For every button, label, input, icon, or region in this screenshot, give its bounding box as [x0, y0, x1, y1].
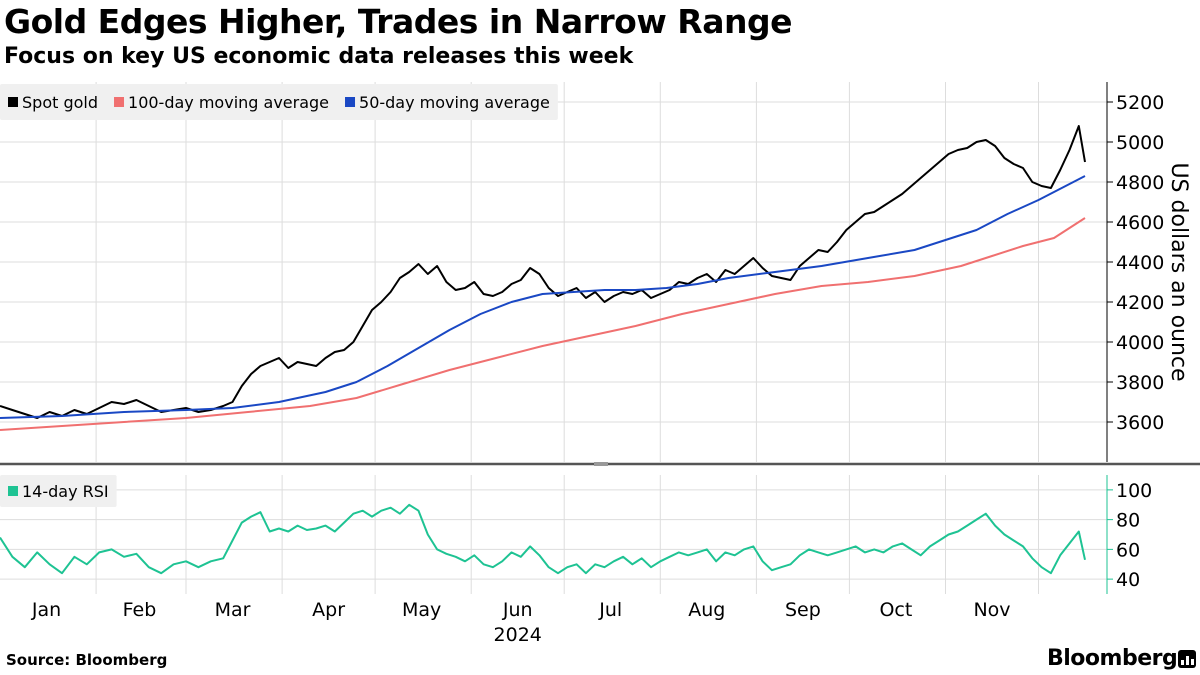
legend-swatch: [8, 97, 18, 107]
y-tick-label-main: 4000: [1116, 332, 1164, 354]
axes: 3600 3800 4000 4200 4400 4600 4800 5000 5200 40 60…: [31, 82, 1191, 646]
y-tick-label-main: 4400: [1116, 252, 1164, 274]
legend-label: 50-day moving average: [359, 93, 550, 112]
y-axis-title: US dollars an ounce: [1166, 162, 1191, 381]
x-tick-label: May: [402, 599, 441, 621]
y-tick-label-main: 5200: [1116, 92, 1164, 114]
y-tick-label-main: 4600: [1116, 212, 1164, 234]
series-50-day-moving-average: [0, 175, 1086, 419]
y-tick-label-main: 4800: [1116, 172, 1164, 194]
legend-label: 100-day moving average: [128, 93, 329, 112]
series-14-day-rsi: [0, 503, 1086, 575]
bloomberg-terminal-icon: [1178, 650, 1196, 668]
y-tick-label-main: 3600: [1116, 412, 1164, 434]
source-note: Source: Bloomberg: [6, 651, 168, 669]
series-100-day-moving-average: [0, 217, 1086, 431]
y-tick-label-rsi: 80: [1116, 510, 1140, 532]
chart-subtitle: Focus on key US economic data releases t…: [4, 44, 634, 69]
legend-swatch: [114, 97, 125, 107]
x-tick-label: Nov: [973, 599, 1010, 621]
x-tick-label: Jun: [502, 599, 533, 621]
x-tick-label: Aug: [688, 599, 725, 621]
x-tick-label: Jan: [31, 599, 61, 621]
bloomberg-logo: Bloomberg: [1047, 646, 1178, 671]
x-tick-label: Feb: [123, 599, 157, 621]
x-axis-year: 2024: [494, 624, 542, 646]
x-tick-label: Apr: [312, 599, 345, 621]
panel-resize-handle: [594, 462, 608, 466]
series-spot-gold: [0, 125, 1086, 419]
series-lines: [0, 125, 1086, 575]
x-tick-label: Mar: [215, 599, 251, 621]
y-tick-label-main: 4200: [1116, 292, 1164, 314]
legend-background: [0, 84, 558, 120]
chart-title: Gold Edges Higher, Trades in Narrow Rang…: [4, 2, 792, 41]
rsi-legend: 14-day RSI: [0, 475, 117, 507]
y-tick-label-main: 3800: [1116, 372, 1164, 394]
x-tick-label: Jul: [598, 599, 622, 621]
y-tick-label-main: 5000: [1116, 132, 1164, 154]
legend-swatch: [8, 486, 18, 496]
y-tick-label-rsi: 100: [1116, 480, 1152, 502]
legend-label: 14-day RSI: [22, 482, 109, 501]
legend-background: [0, 475, 117, 507]
x-tick-label: Oct: [879, 599, 912, 621]
x-tick-label: Sep: [785, 599, 821, 621]
legend-label: Spot gold: [22, 93, 98, 112]
legend-swatch: [345, 97, 356, 107]
y-tick-label-rsi: 40: [1116, 569, 1140, 591]
main-legend: Spot gold 100-day moving average 50-day mo…: [0, 84, 558, 120]
grid: [0, 82, 1200, 594]
y-tick-label-rsi: 60: [1116, 539, 1140, 561]
